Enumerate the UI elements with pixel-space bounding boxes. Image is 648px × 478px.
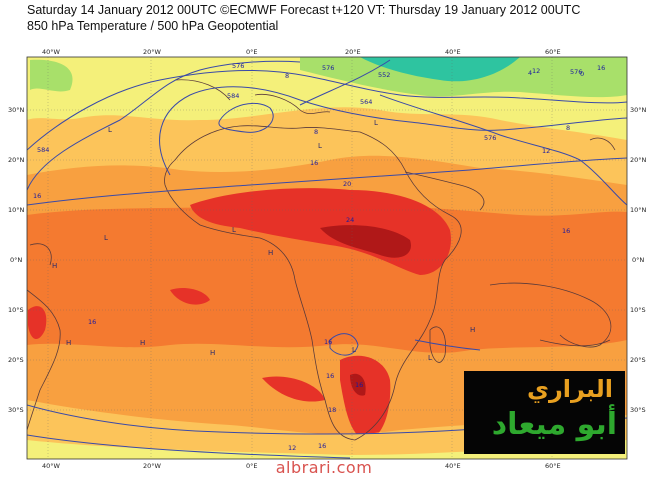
contour-label: 8 (314, 128, 318, 136)
temp-band-hot-core-south (350, 373, 366, 396)
temp-band-red-namibia (262, 376, 325, 402)
contour-label: 576 (232, 62, 244, 70)
low-mark: L (108, 126, 112, 134)
contour-label: 584 (227, 92, 239, 100)
lat-label: 10°N (8, 206, 25, 214)
high-mark: H (140, 339, 145, 347)
pressure-marks: L L L L H H H H H H L L L L H (22, 119, 486, 382)
high-mark: H (210, 349, 215, 357)
contour-label: 16 (326, 372, 334, 380)
contour-label: 0 (580, 70, 584, 78)
temp-band-hot-core (320, 225, 411, 258)
low-mark: L (318, 142, 322, 150)
contour-label: 564 (360, 98, 372, 106)
lat-label: 30°S (8, 406, 24, 414)
low-mark: L (352, 346, 356, 354)
lat-label: 30°N (630, 106, 647, 114)
lat-label: 20°N (630, 156, 647, 164)
contour-label: 16 (355, 381, 363, 389)
high-mark: H (22, 249, 27, 257)
lat-label: 0°N (10, 256, 22, 264)
temp-band-green-west (30, 59, 73, 92)
lon-labels-bottom: 40°W 20°W 0°E 40°E 60°E (42, 462, 561, 470)
lon-label: 0°E (246, 48, 258, 56)
contour-label: 576 (570, 68, 582, 76)
field-subtitle: 850 hPa Temperature / 500 hPa Geopotenti… (27, 19, 279, 33)
contour-label: 16 (318, 442, 326, 450)
brand-logo: البراري أبو ميعاد (464, 371, 625, 454)
contour-label: 12 (532, 67, 540, 75)
contour-label: 16 (324, 338, 332, 346)
low-mark: L (374, 119, 378, 127)
contour-label: 576 (484, 134, 496, 142)
lon-label: 40°W (42, 462, 61, 470)
geopotential-contours (27, 59, 627, 459)
temp-band-cold-core (360, 57, 520, 82)
lon-labels-top: 40°W 20°W 0°E 20°E 40°E 60°E (42, 48, 561, 56)
contour-label: 16 (562, 227, 570, 235)
contour-label: 16 (597, 64, 605, 72)
lon-label: 60°E (545, 462, 561, 470)
contour-label: 8 (285, 72, 289, 80)
contour-label: 12 (542, 147, 550, 155)
contour-label: 16 (88, 318, 96, 326)
high-mark: H (52, 262, 57, 270)
logo-line-2: أبو ميعاد (491, 407, 617, 442)
lat-label: 30°S (630, 406, 646, 414)
high-mark: H (268, 249, 273, 257)
map-frame (26, 56, 628, 460)
contour-label: 584 (37, 146, 49, 154)
low-mark: L (104, 234, 108, 242)
lat-label: 0°N (632, 256, 644, 264)
lon-label: 20°W (143, 48, 162, 56)
contour-label: 8 (566, 124, 570, 132)
temp-band-red-brazil (28, 306, 47, 340)
lat-lon-grid (27, 57, 627, 459)
lat-label: 10°N (630, 206, 647, 214)
contour-label: 576 (322, 64, 334, 72)
lon-label: 40°E (445, 48, 461, 56)
lat-label: 20°S (8, 356, 24, 364)
lon-label: 0°E (246, 462, 258, 470)
low-mark: L (428, 354, 432, 362)
temp-band-yellow-south (27, 440, 627, 459)
lon-label: 20°W (143, 462, 162, 470)
high-mark: H (66, 339, 71, 347)
contour-label: 12 (288, 444, 296, 452)
lat-label: 20°N (8, 156, 25, 164)
lat-label: 10°S (8, 306, 24, 314)
lat-label: 10°S (630, 306, 646, 314)
lat-label: 30°N (8, 106, 25, 114)
site-watermark[interactable]: albrari.com (275, 458, 373, 477)
high-mark: H (470, 326, 475, 334)
contour-label: 18 (328, 406, 336, 414)
lat-labels-right: 30°N 20°N 10°N 0°N 10°S 20°S 30°S (630, 106, 647, 414)
lat-labels-left: 30°N 20°N 10°N 0°N 10°S 20°S 30°S (8, 106, 25, 414)
lon-label: 40°E (445, 462, 461, 470)
contour-label: 4 (528, 69, 532, 77)
temp-band-dark-orange (27, 203, 627, 353)
lon-label: 40°W (42, 48, 61, 56)
logo-line-1: البراري (526, 375, 613, 403)
temp-band-red-west (170, 288, 210, 305)
lon-label: 20°E (345, 48, 361, 56)
lon-label: 60°E (545, 48, 561, 56)
contour-label: 16 (310, 159, 318, 167)
forecast-title: Saturday 14 January 2012 00UTC ©ECMWF Fo… (27, 3, 581, 17)
low-mark: L (232, 226, 236, 234)
contour-labels: 576 584 576 564 552 576 584 576 8 8 12 1… (33, 62, 605, 452)
contour-label: 16 (33, 192, 41, 200)
lat-label: 20°S (630, 356, 646, 364)
contour-label: 24 (346, 216, 354, 224)
contour-label: 20 (343, 180, 351, 188)
contour-label: 552 (378, 71, 390, 79)
